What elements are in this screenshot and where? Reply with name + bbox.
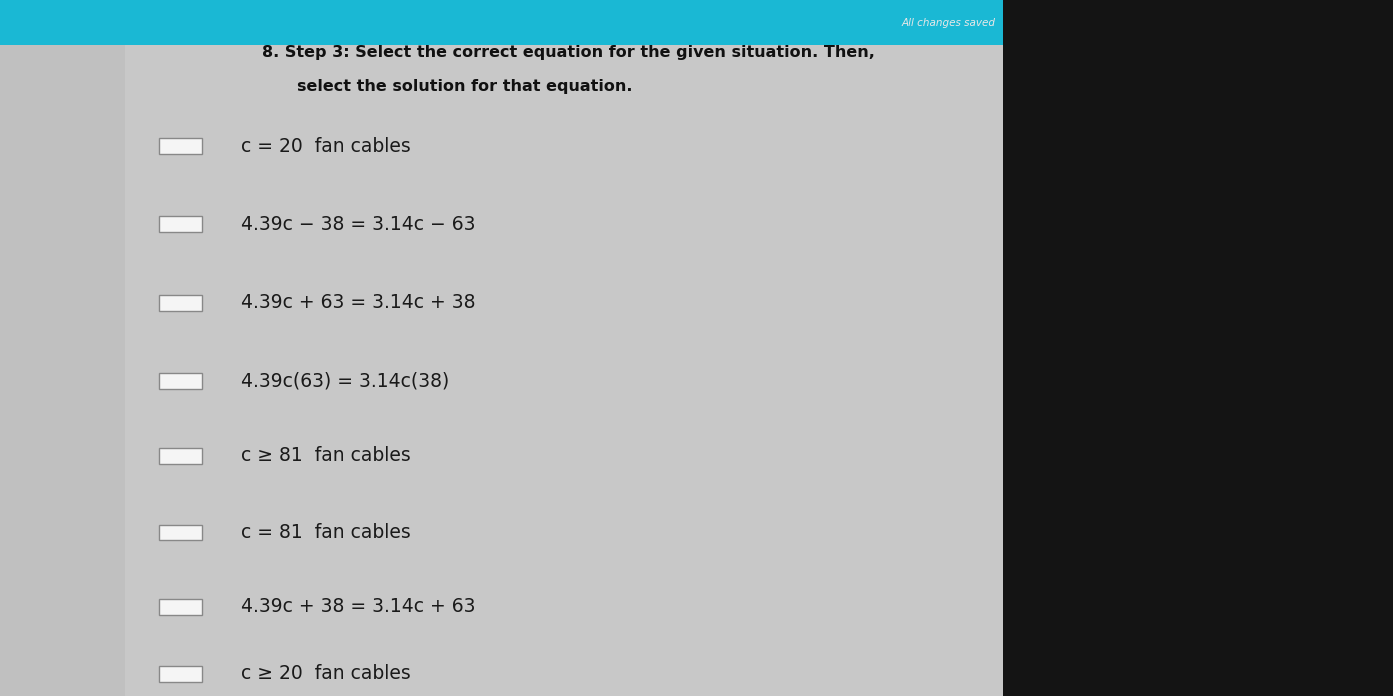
Text: c ≥ 20  fan cables: c ≥ 20 fan cables xyxy=(241,664,411,683)
Text: All changes saved: All changes saved xyxy=(903,17,996,28)
FancyBboxPatch shape xyxy=(1003,0,1393,696)
Text: c = 81  fan cables: c = 81 fan cables xyxy=(241,523,411,542)
FancyBboxPatch shape xyxy=(159,295,202,310)
Text: c ≥ 81  fan cables: c ≥ 81 fan cables xyxy=(241,446,411,466)
Text: select the solution for that equation.: select the solution for that equation. xyxy=(297,79,632,95)
FancyBboxPatch shape xyxy=(125,0,1003,45)
FancyBboxPatch shape xyxy=(159,666,202,681)
FancyBboxPatch shape xyxy=(159,599,202,615)
Text: 4.39c + 63 = 3.14c + 38: 4.39c + 63 = 3.14c + 38 xyxy=(241,293,475,313)
FancyBboxPatch shape xyxy=(159,525,202,540)
Text: c = 20  fan cables: c = 20 fan cables xyxy=(241,136,411,156)
FancyBboxPatch shape xyxy=(159,139,202,154)
FancyBboxPatch shape xyxy=(0,0,125,696)
FancyBboxPatch shape xyxy=(159,216,202,232)
Text: 8. Step 3: Select the correct equation for the given situation. Then,: 8. Step 3: Select the correct equation f… xyxy=(262,45,875,60)
FancyBboxPatch shape xyxy=(159,374,202,389)
Text: 4.39c − 38 = 3.14c − 63: 4.39c − 38 = 3.14c − 63 xyxy=(241,214,475,234)
Text: 4.39c(63) = 3.14c(38): 4.39c(63) = 3.14c(38) xyxy=(241,372,449,391)
Text: 4.39c + 38 = 3.14c + 63: 4.39c + 38 = 3.14c + 63 xyxy=(241,597,475,617)
FancyBboxPatch shape xyxy=(0,0,125,45)
FancyBboxPatch shape xyxy=(159,448,202,464)
